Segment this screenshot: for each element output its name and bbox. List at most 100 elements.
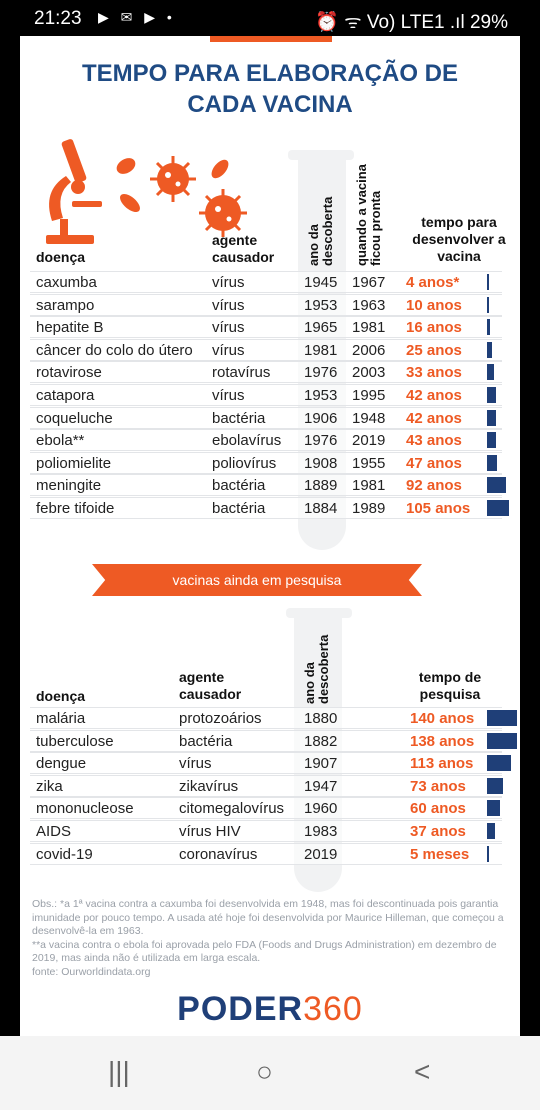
cell-agent: vírus HIV xyxy=(179,823,241,840)
duration-bar xyxy=(487,800,500,817)
row-background xyxy=(30,820,502,842)
cell-discovered: 2019 xyxy=(304,845,338,863)
cell-ready: 1995 xyxy=(352,387,386,404)
cell-agent: rotavírus xyxy=(212,364,271,382)
cell-time: 43 anos xyxy=(406,432,462,450)
row-background xyxy=(30,729,502,752)
cell-discovered: 1880 xyxy=(304,710,338,727)
cell-disease: caxumba xyxy=(36,274,97,291)
cell-discovered: 1960 xyxy=(304,800,338,818)
duration-bar xyxy=(487,274,489,290)
duration-bar xyxy=(487,732,517,749)
cell-discovered: 1976 xyxy=(304,364,338,382)
cell-disease: hepatite B xyxy=(36,319,104,337)
cell-time: 47 anos xyxy=(406,454,462,472)
cell-disease: tuberculose xyxy=(36,732,114,750)
cell-disease: coqueluche xyxy=(36,409,113,427)
table-row: catapora vírus 1953 1995 42 anos xyxy=(20,384,520,406)
table-row: dengue vírus 1907 113 anos xyxy=(20,752,520,774)
cell-time: 140 anos xyxy=(410,710,475,727)
cell-agent: vírus xyxy=(179,755,212,773)
microscope-icon xyxy=(46,139,102,244)
source-note: fonte: Ourworldindata.org xyxy=(32,965,151,978)
row-background xyxy=(30,338,502,361)
cell-disease: sarampo xyxy=(36,296,95,314)
duration-bar xyxy=(487,500,509,516)
row-background xyxy=(30,271,502,293)
cell-discovered: 1889 xyxy=(304,477,338,495)
cell-time: 113 anos xyxy=(410,755,474,773)
cell-disease: febre tifoide xyxy=(36,500,115,517)
cell-discovered: 1945 xyxy=(304,274,338,291)
status-bar: 21:23 ▶ ✉ ▶ • ⏰ ᯤ Vo) LTE1 .ıl 29% xyxy=(0,0,540,36)
cell-ready: 1967 xyxy=(352,274,386,291)
duration-bar xyxy=(487,777,503,794)
cell-time: 92 anos xyxy=(406,477,462,495)
col-header-time: tempo para desenvolver a vacina xyxy=(412,214,506,264)
cell-time: 25 anos xyxy=(406,341,462,359)
cell-disease: malária xyxy=(36,710,86,727)
cell-discovered: 1906 xyxy=(304,409,338,427)
cell-agent: bactéria xyxy=(179,732,233,750)
back-button[interactable]: < xyxy=(414,1056,431,1087)
footnotes: Obs.: *a 1ª vacina contra a caxumba foi … xyxy=(32,898,512,979)
top-accent-bar xyxy=(210,36,332,42)
cell-agent: poliovírus xyxy=(212,454,277,472)
table-row: mononucleose citomegalovírus 1960 60 anos xyxy=(20,797,520,819)
cell-time: 60 anos xyxy=(410,800,466,818)
col-header-disease-2: doença xyxy=(36,688,86,704)
cell-agent: zikavírus xyxy=(179,777,239,795)
cell-time: 105 anos xyxy=(406,500,471,517)
infographic: TEMPO PARA ELABORAÇÃO DE CADA VACINA xyxy=(20,36,520,1036)
page-title: TEMPO PARA ELABORAÇÃO DE CADA VACINA xyxy=(20,58,520,120)
col-header-year-vaccine: quando a vacina ficou pronta xyxy=(354,164,383,266)
cell-discovered: 1976 xyxy=(304,432,338,450)
table-row: coqueluche bactéria 1906 1948 42 anos xyxy=(20,407,520,429)
recent-apps-button[interactable]: ||| xyxy=(108,1056,130,1087)
poder360-logo: PODER360 xyxy=(20,990,520,1029)
virus-icon xyxy=(150,156,247,237)
row-background xyxy=(30,474,502,497)
cell-discovered: 1907 xyxy=(304,755,338,773)
notification-icons: ▶ ✉ ▶ • xyxy=(98,9,176,25)
footnote-1: Obs.: *a 1ª vacina contra a caxumba foi … xyxy=(32,898,504,937)
cell-disease: zika xyxy=(36,777,63,795)
cell-time: 42 anos xyxy=(406,387,462,404)
duration-bar xyxy=(487,845,489,862)
cell-disease: rotavirose xyxy=(36,364,102,382)
title-line-2: CADA VACINA xyxy=(187,91,353,118)
table-row: tuberculose bactéria 1882 138 anos xyxy=(20,730,520,752)
duration-bar xyxy=(487,755,512,772)
cell-disease: AIDS xyxy=(36,823,72,840)
table-row: sarampo vírus 1953 1963 10 anos xyxy=(20,294,520,316)
cell-ready: 1989 xyxy=(352,500,386,517)
col-header-year-discovery: ano da descoberta xyxy=(306,196,335,266)
home-button[interactable]: ○ xyxy=(256,1056,273,1087)
clock: 21:23 xyxy=(34,8,82,29)
duration-bar xyxy=(487,432,496,449)
cell-agent: vírus xyxy=(212,319,245,337)
cell-time: 10 anos xyxy=(406,296,462,314)
table-row: rotavirose rotavírus 1976 2003 33 anos xyxy=(20,361,520,383)
cell-agent: bactéria xyxy=(212,477,266,495)
row-background xyxy=(30,361,502,384)
duration-bar xyxy=(487,477,507,494)
duration-bar xyxy=(487,296,490,313)
cell-discovered: 1884 xyxy=(304,500,338,517)
cell-discovered: 1953 xyxy=(304,296,338,314)
row-background xyxy=(30,774,502,797)
cell-disease: câncer do colo do útero xyxy=(36,341,193,359)
logo-part-2: 360 xyxy=(303,990,363,1028)
row-background xyxy=(30,497,502,519)
col-header-disease: doença xyxy=(36,249,86,265)
cell-discovered: 1953 xyxy=(304,387,338,404)
cell-ready: 2019 xyxy=(352,432,386,450)
cell-ready: 1963 xyxy=(352,296,386,314)
cell-agent: ebolavírus xyxy=(212,432,282,450)
cell-agent: vírus xyxy=(212,274,245,291)
cell-agent: vírus xyxy=(212,296,245,314)
cell-agent: citomegalovírus xyxy=(179,800,285,818)
cell-time: 37 anos xyxy=(410,823,466,840)
cell-time: 42 anos xyxy=(406,409,462,427)
table-row: ebola** ebolavírus 1976 2019 43 anos xyxy=(20,429,520,451)
